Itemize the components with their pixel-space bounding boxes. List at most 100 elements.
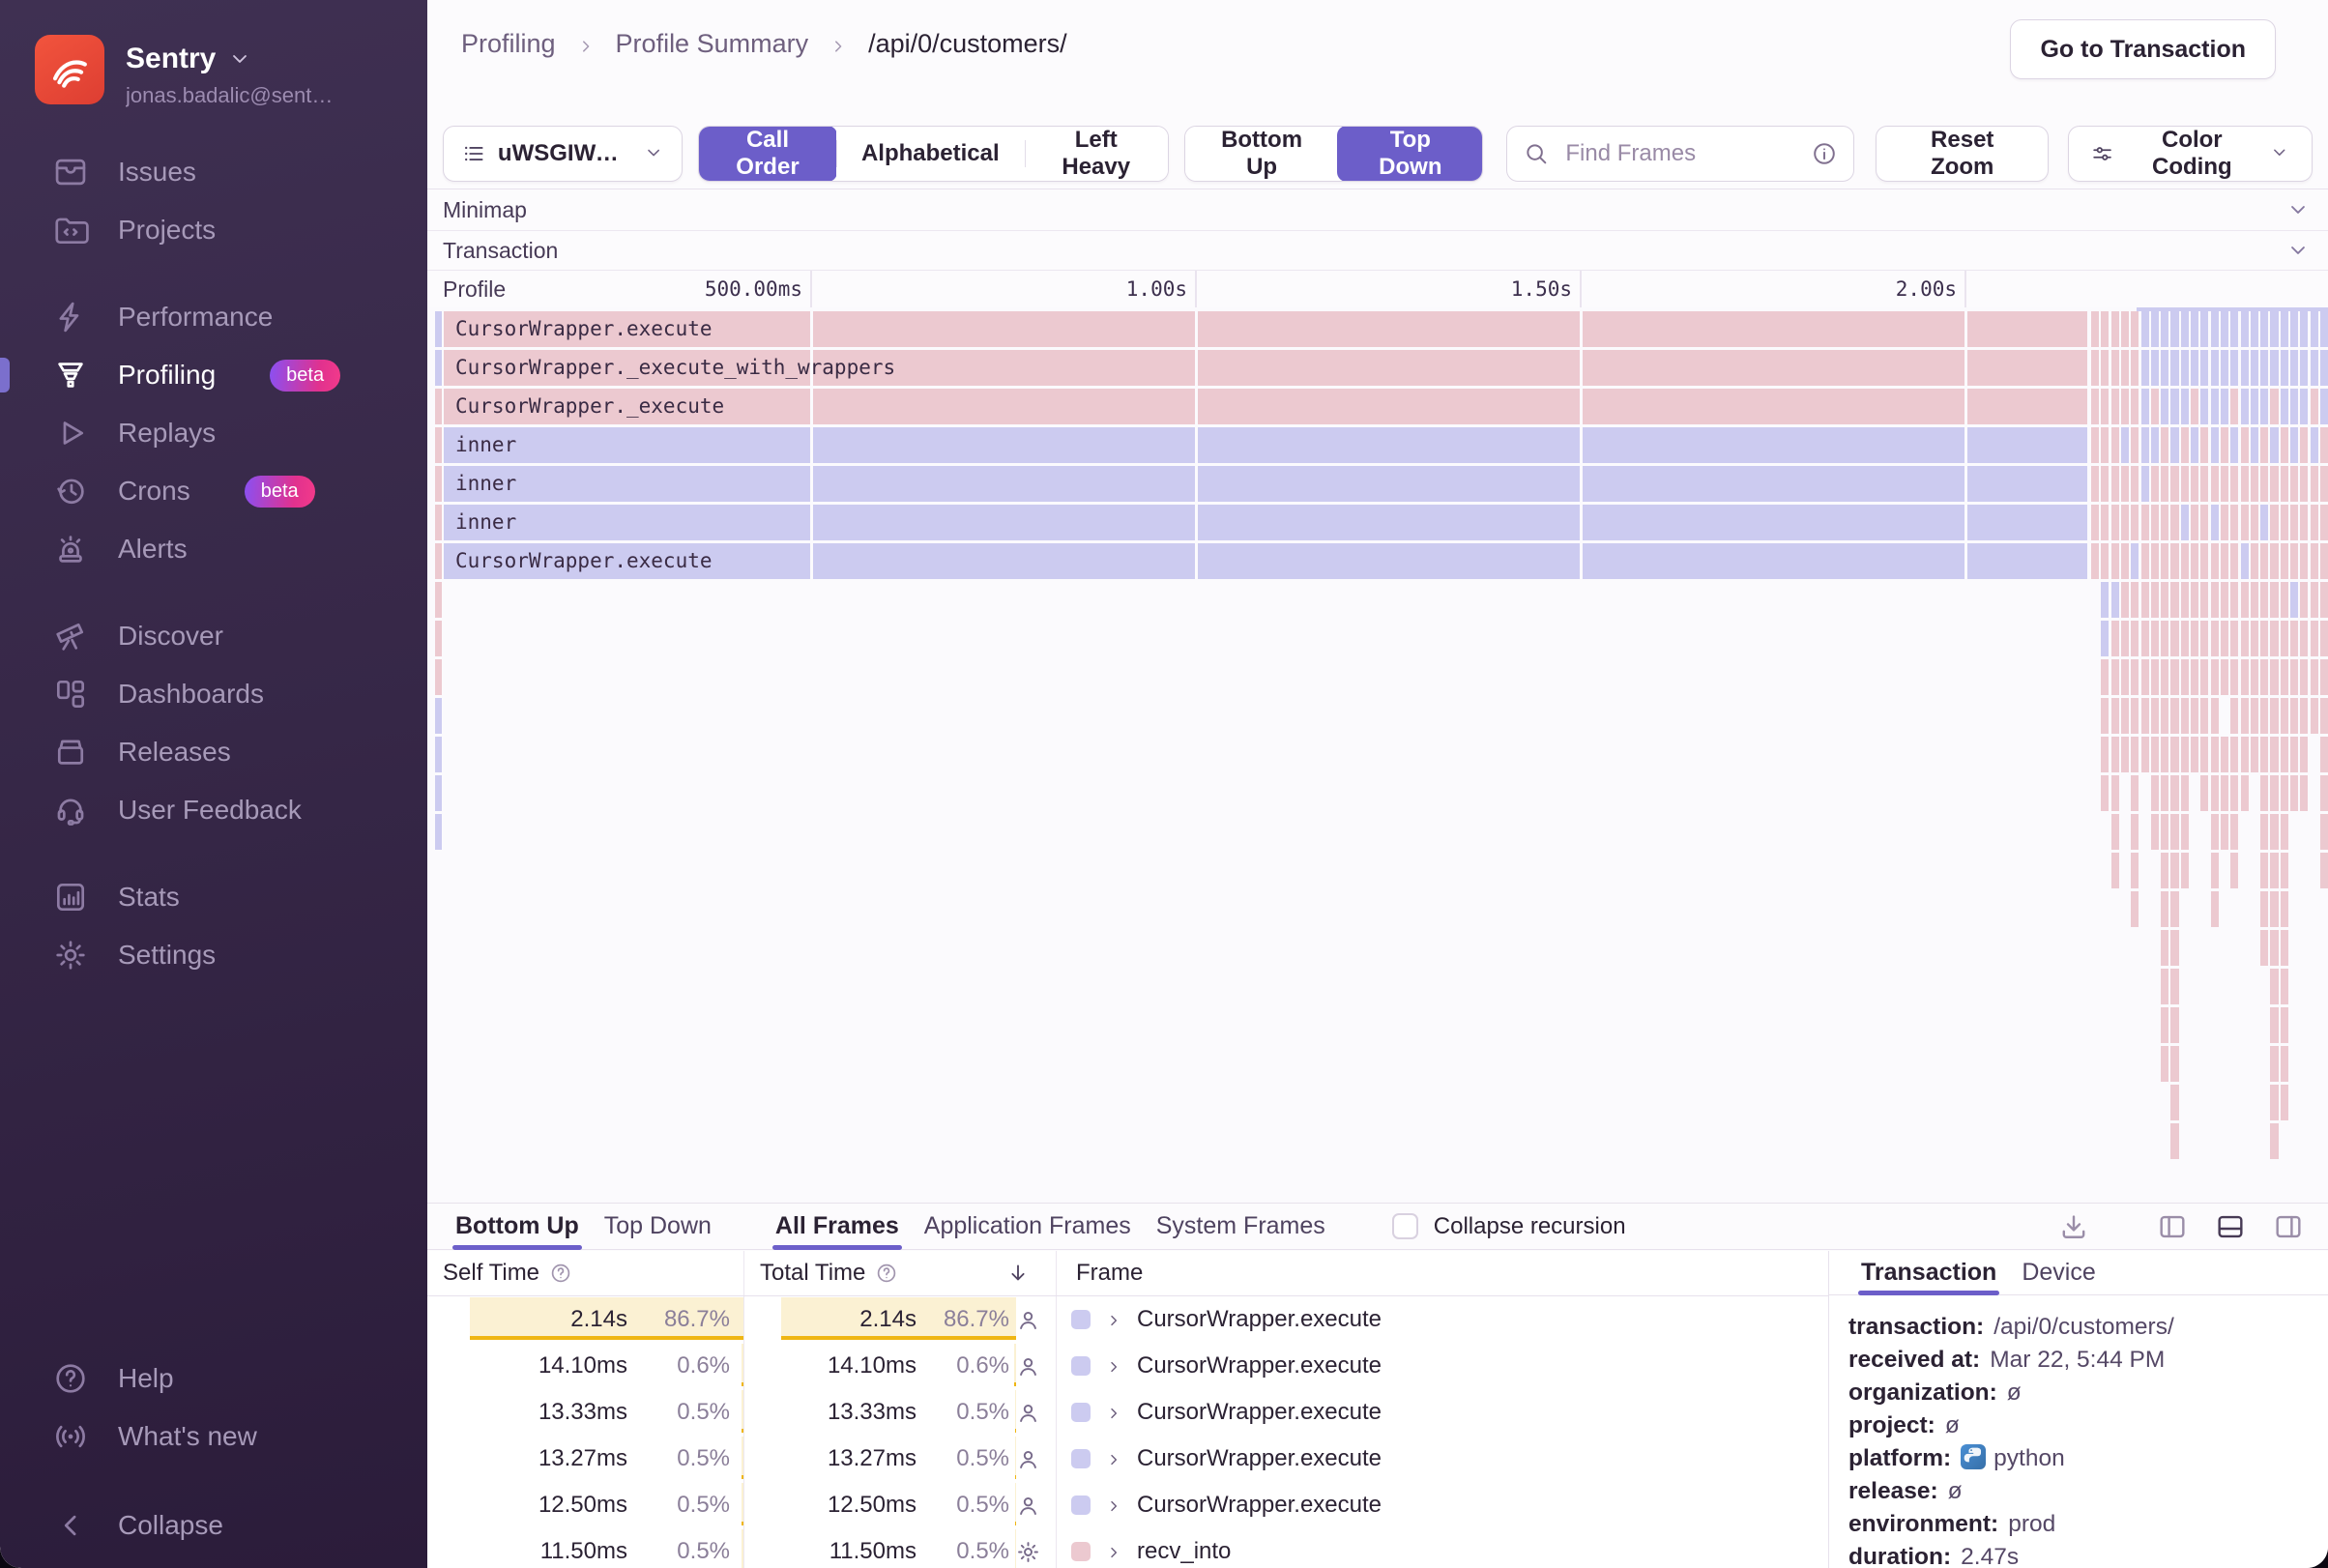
flame-frame[interactable] bbox=[2280, 311, 2288, 347]
flame-frame[interactable] bbox=[2191, 621, 2199, 656]
flame-frame[interactable] bbox=[2220, 466, 2229, 502]
flame-frame[interactable] bbox=[2091, 350, 2100, 386]
flame-frame[interactable] bbox=[2180, 427, 2189, 463]
tab-all-frames[interactable]: All Frames bbox=[763, 1204, 912, 1250]
flame-frame[interactable] bbox=[2280, 466, 2288, 502]
flame-frame[interactable] bbox=[2280, 814, 2288, 850]
flame-frame[interactable] bbox=[2280, 582, 2288, 618]
flame-frame[interactable] bbox=[2230, 582, 2239, 618]
flame-frame[interactable] bbox=[2180, 659, 2189, 695]
flame-frame[interactable] bbox=[2161, 1007, 2169, 1043]
flame-frame[interactable] bbox=[2260, 505, 2269, 540]
flame-frame[interactable] bbox=[2140, 698, 2149, 734]
flame-frame[interactable] bbox=[2280, 969, 2288, 1004]
flame-frame-edge[interactable] bbox=[435, 737, 442, 772]
flame-frame[interactable] bbox=[2180, 466, 2189, 502]
flame-frame[interactable] bbox=[2150, 466, 2159, 502]
chevron-down-icon[interactable] bbox=[2285, 197, 2311, 222]
flame-frame[interactable] bbox=[2170, 930, 2179, 966]
flame-frame[interactable] bbox=[2319, 621, 2328, 656]
flame-frame[interactable] bbox=[2270, 737, 2279, 772]
flame-frame[interactable] bbox=[2131, 311, 2139, 347]
flame-frame[interactable] bbox=[2170, 698, 2179, 734]
flame-frame[interactable] bbox=[2210, 737, 2219, 772]
flame-frame[interactable] bbox=[2220, 737, 2229, 772]
tab-application-frames[interactable]: Application Frames bbox=[923, 1212, 1131, 1239]
flame-frame[interactable] bbox=[2131, 582, 2139, 618]
flame-frame[interactable] bbox=[2150, 775, 2159, 811]
find-frames-search[interactable] bbox=[1506, 126, 1855, 182]
flame-frame[interactable] bbox=[2240, 659, 2249, 695]
flame-frame[interactable] bbox=[2270, 853, 2279, 888]
flame-frame[interactable] bbox=[2210, 427, 2219, 463]
flame-frame[interactable] bbox=[2220, 621, 2229, 656]
flame-frame[interactable] bbox=[2191, 737, 2199, 772]
flame-frame[interactable] bbox=[2319, 427, 2328, 463]
flame-frame[interactable] bbox=[2250, 543, 2258, 579]
flame-frame[interactable] bbox=[2270, 350, 2279, 386]
tab-top-down[interactable]: Top Down bbox=[603, 1212, 712, 1239]
flame-frame[interactable] bbox=[2140, 466, 2149, 502]
flame-frame[interactable] bbox=[2230, 814, 2239, 850]
flame-frame[interactable] bbox=[2220, 543, 2229, 579]
flame-frame[interactable] bbox=[2230, 427, 2239, 463]
flame-frame[interactable] bbox=[2220, 389, 2229, 424]
flame-frame[interactable] bbox=[2210, 543, 2219, 579]
flame-frame[interactable] bbox=[2260, 698, 2269, 734]
flame-frame[interactable] bbox=[2161, 543, 2169, 579]
flame-frame[interactable] bbox=[2161, 505, 2169, 540]
flame-frame[interactable] bbox=[2319, 466, 2328, 502]
flame-frame[interactable] bbox=[2319, 737, 2328, 772]
flame-frame[interactable] bbox=[2091, 427, 2100, 463]
flame-frame[interactable] bbox=[2310, 311, 2318, 347]
flame-frame[interactable] bbox=[2290, 659, 2299, 695]
flame-frame[interactable] bbox=[2270, 1046, 2279, 1082]
flame-frame[interactable] bbox=[2300, 737, 2309, 772]
flame-frame[interactable] bbox=[2110, 466, 2119, 502]
flame-frame[interactable] bbox=[2250, 582, 2258, 618]
flame-frame[interactable] bbox=[2240, 775, 2249, 811]
flame-frame[interactable] bbox=[2200, 737, 2209, 772]
flame-frame[interactable] bbox=[2270, 814, 2279, 850]
flame-frame[interactable] bbox=[2250, 698, 2258, 734]
flame-frame[interactable] bbox=[2260, 427, 2269, 463]
flame-frame[interactable] bbox=[2150, 311, 2159, 347]
flame-frame[interactable] bbox=[2170, 389, 2179, 424]
flame-frame[interactable] bbox=[2131, 427, 2139, 463]
flame-frame[interactable] bbox=[2270, 1007, 2279, 1043]
flame-frame[interactable] bbox=[2180, 350, 2189, 386]
sidebar-item-help[interactable]: Help bbox=[0, 1350, 427, 1408]
flame-frame[interactable] bbox=[2300, 698, 2309, 734]
flame-frame[interactable] bbox=[2170, 737, 2179, 772]
sidebar-item-dashboards[interactable]: Dashboards bbox=[0, 665, 427, 723]
flame-frame[interactable] bbox=[2180, 775, 2189, 811]
flame-frame[interactable] bbox=[2280, 543, 2288, 579]
flame-frame[interactable] bbox=[2170, 466, 2179, 502]
self-time-header[interactable]: Self Time bbox=[427, 1251, 744, 1295]
frame-header[interactable]: Frame bbox=[1076, 1260, 1144, 1286]
flame-frame-edge[interactable] bbox=[435, 814, 442, 850]
sidebar-item-what-s-new[interactable]: What's new bbox=[0, 1408, 427, 1466]
flame-frame[interactable] bbox=[2290, 389, 2299, 424]
flame-frame[interactable] bbox=[2300, 621, 2309, 656]
sidebar-item-issues[interactable]: Issues bbox=[0, 143, 427, 201]
flame-frame[interactable] bbox=[2230, 737, 2239, 772]
flame-frame[interactable] bbox=[2180, 543, 2189, 579]
flame-frame[interactable] bbox=[2110, 814, 2119, 850]
flame-frame[interactable] bbox=[2310, 427, 2318, 463]
flame-frame[interactable] bbox=[2150, 698, 2159, 734]
flame-frame[interactable] bbox=[2200, 659, 2209, 695]
flame-frame[interactable] bbox=[2110, 853, 2119, 888]
flame-frame[interactable] bbox=[2140, 737, 2149, 772]
flame-frame[interactable] bbox=[2319, 775, 2328, 811]
flame-frame[interactable] bbox=[2191, 427, 2199, 463]
sidebar-collapse-button[interactable]: Collapse bbox=[0, 1496, 427, 1554]
thread-selector-dropdown[interactable]: uWSGIWor… bbox=[443, 126, 683, 182]
flame-frame-edge[interactable] bbox=[435, 543, 442, 579]
flame-frame[interactable] bbox=[2300, 775, 2309, 811]
flame-frame[interactable] bbox=[2230, 311, 2239, 347]
frame-cell[interactable]: CursorWrapper.execute bbox=[1057, 1482, 1828, 1528]
flame-frame[interactable] bbox=[2120, 543, 2130, 579]
flame-frame[interactable] bbox=[2270, 930, 2279, 966]
minimap-lane[interactable]: Minimap bbox=[427, 189, 2328, 231]
